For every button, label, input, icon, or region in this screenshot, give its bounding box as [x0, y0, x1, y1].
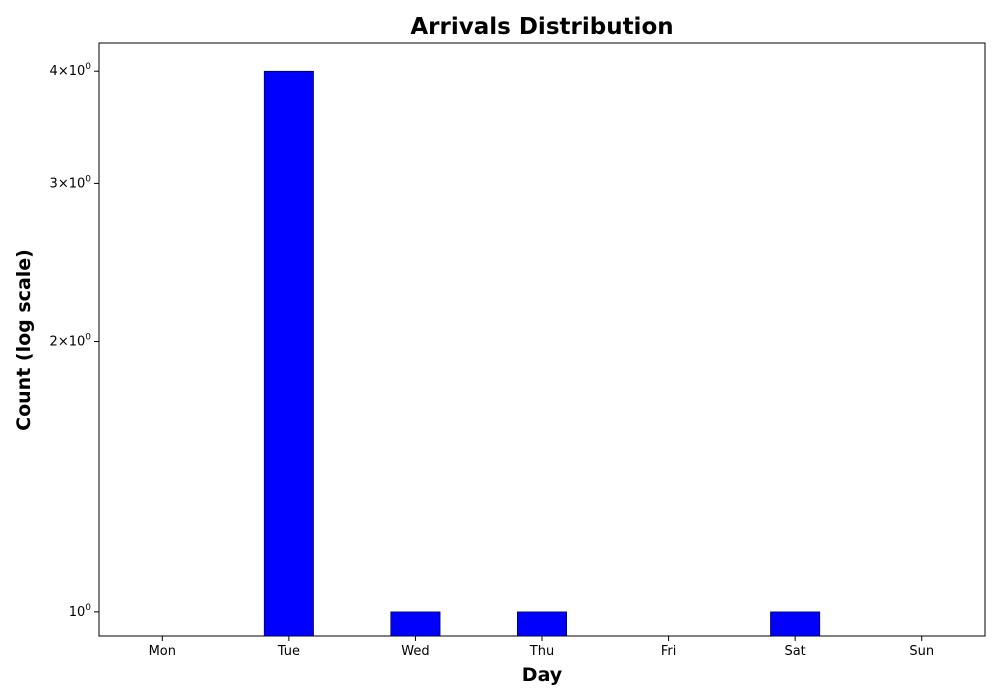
- x-axis-label: Day: [522, 664, 563, 686]
- y-tick-label: 3×100: [50, 174, 92, 191]
- x-tick-label: Sat: [784, 644, 805, 659]
- bar-tue: [263, 70, 314, 637]
- plot-area: [98, 42, 986, 637]
- x-tick-label: Sun: [909, 644, 934, 659]
- x-tick-label: Mon: [149, 644, 176, 659]
- y-axis-ticks: 100 2×100 3×100 4×100: [50, 62, 99, 620]
- axes-frame: [98, 42, 986, 637]
- bars: [263, 70, 821, 637]
- x-tick-label: Tue: [277, 644, 300, 659]
- y-axis-label: Count (log scale): [13, 249, 35, 431]
- y-tick-label: 100: [69, 603, 92, 620]
- y-tick-label: 2×100: [50, 333, 92, 350]
- x-tick-label: Fri: [661, 644, 677, 659]
- chart-title: Arrivals Distribution: [410, 14, 673, 40]
- y-tick-label: 4×100: [50, 62, 92, 79]
- x-tick-label: Thu: [529, 644, 554, 659]
- bar-wed: [390, 611, 441, 637]
- x-axis-ticks: Mon Tue Wed Thu Fri Sat Sun: [149, 636, 934, 659]
- x-tick-label: Wed: [401, 644, 429, 659]
- bar-thu: [517, 611, 567, 637]
- bar-sat: [770, 611, 821, 637]
